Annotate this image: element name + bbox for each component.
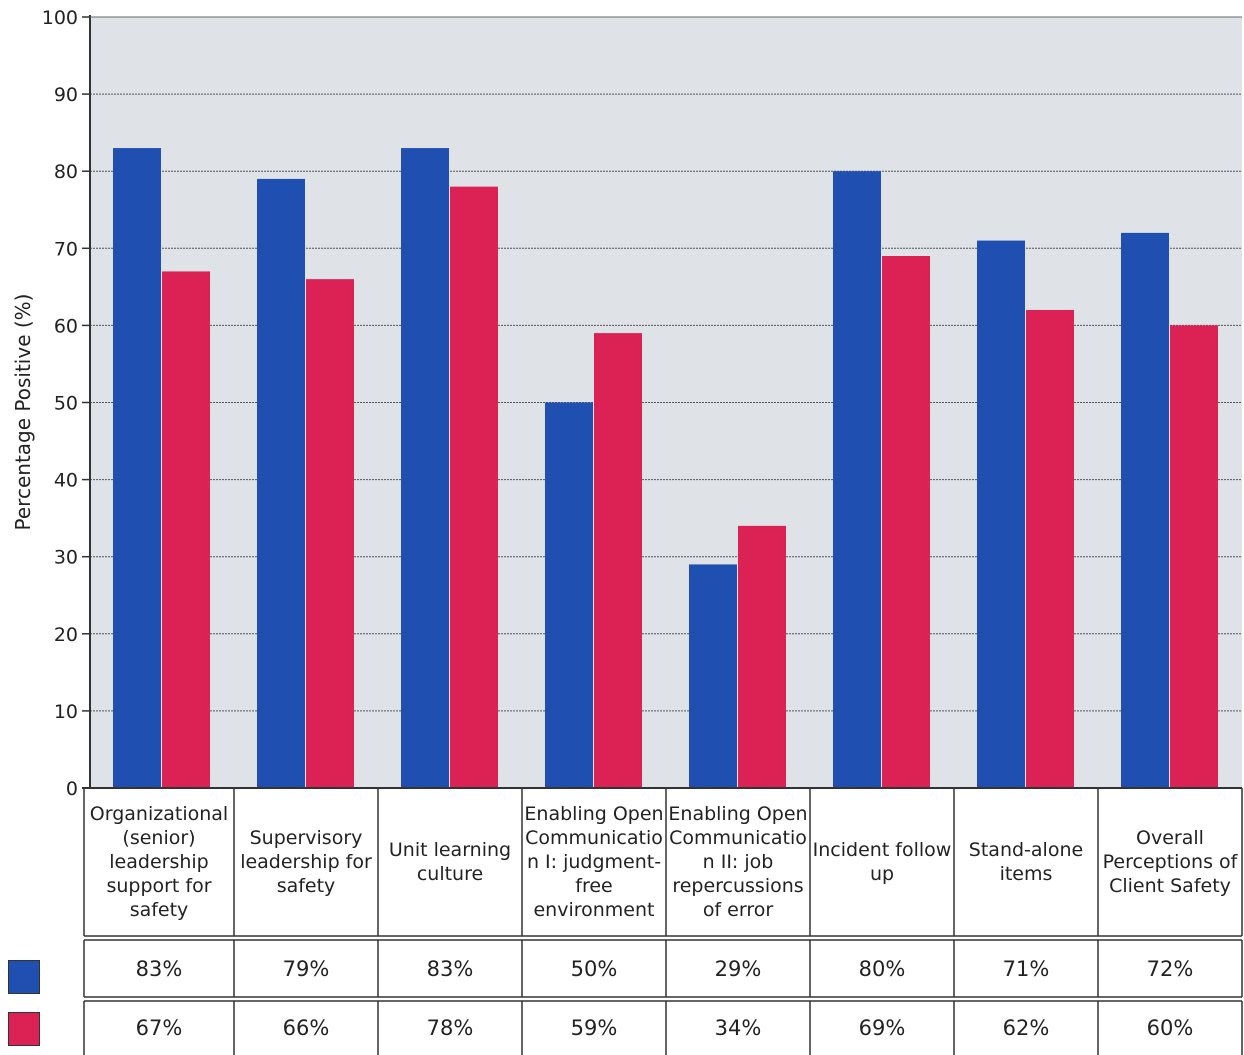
- data-label-series2-3: 59%: [570, 1016, 618, 1040]
- bar-series2-2: [450, 186, 498, 788]
- data-label-series2-1: 66%: [282, 1016, 330, 1040]
- legend-swatch-series2: [8, 1012, 40, 1046]
- y-tick-label: 70: [54, 238, 78, 260]
- data-label-series1-3: 50%: [570, 956, 618, 981]
- data-label-series1-2: 83%: [426, 956, 474, 981]
- y-tick-label: 60: [54, 315, 78, 337]
- bar-series2-5: [882, 256, 930, 788]
- data-label-series2-0: 67%: [135, 1016, 183, 1040]
- bar-series1-5: [833, 171, 881, 788]
- data-label-series1-1: 79%: [282, 956, 330, 981]
- bar-series1-2: [401, 148, 449, 788]
- legend-swatch-series1: [8, 960, 40, 994]
- category-label-4: Enabling Open Communicatio n II: job rep…: [668, 803, 808, 921]
- category-label-3: Enabling Open Communicatio n I: judgment…: [524, 803, 664, 921]
- bar-series2-6: [1026, 309, 1074, 788]
- bar-series1-6: [977, 240, 1025, 789]
- data-label-series1-6: 71%: [1002, 956, 1050, 981]
- data-label-series2-7: 60%: [1146, 1016, 1194, 1040]
- y-tick-label: 80: [54, 161, 78, 183]
- data-label-series1-4: 29%: [714, 956, 762, 981]
- category-label-7: Overall Perceptions of Client Safety: [1102, 827, 1238, 897]
- y-tick-label: 90: [54, 84, 78, 106]
- y-tick-label: 50: [54, 393, 78, 415]
- bar-series2-0: [162, 271, 210, 788]
- y-tick-label: 0: [66, 778, 78, 800]
- category-label-0: Organizational (senior) leadership suppo…: [89, 803, 229, 921]
- bar-series2-3: [594, 333, 642, 788]
- data-label-series2-5: 69%: [858, 1016, 906, 1040]
- bar-series1-1: [257, 178, 305, 788]
- data-label-series2-2: 78%: [426, 1016, 474, 1040]
- bar-series1-7: [1121, 232, 1169, 788]
- category-label-6: Stand-alone items: [968, 839, 1084, 885]
- bar-series1-3: [545, 402, 593, 788]
- category-label-2: Unit learning culture: [388, 839, 512, 885]
- y-tick-label: 20: [54, 624, 78, 646]
- bar-series2-4: [738, 525, 786, 788]
- bar-series1-4: [689, 564, 737, 788]
- data-label-series1-7: 72%: [1146, 956, 1194, 981]
- y-tick-label: 30: [54, 547, 78, 569]
- category-label-5: Incident follow up: [812, 839, 952, 885]
- y-tick-label: 100: [42, 7, 78, 29]
- data-label-series1-5: 80%: [858, 956, 906, 981]
- category-label-1: Supervisory leadership for safety: [240, 827, 372, 897]
- bar-series2-1: [306, 279, 354, 788]
- bar-series1-0: [113, 148, 161, 788]
- y-axis-label: Percentage Positive (%): [11, 294, 35, 531]
- bar-series2-7: [1170, 325, 1218, 788]
- y-tick-label: 40: [54, 470, 78, 492]
- data-label-series2-4: 34%: [714, 1016, 762, 1040]
- y-tick-label: 10: [54, 701, 78, 723]
- data-label-series2-6: 62%: [1002, 1016, 1050, 1040]
- data-label-series1-0: 83%: [135, 956, 183, 981]
